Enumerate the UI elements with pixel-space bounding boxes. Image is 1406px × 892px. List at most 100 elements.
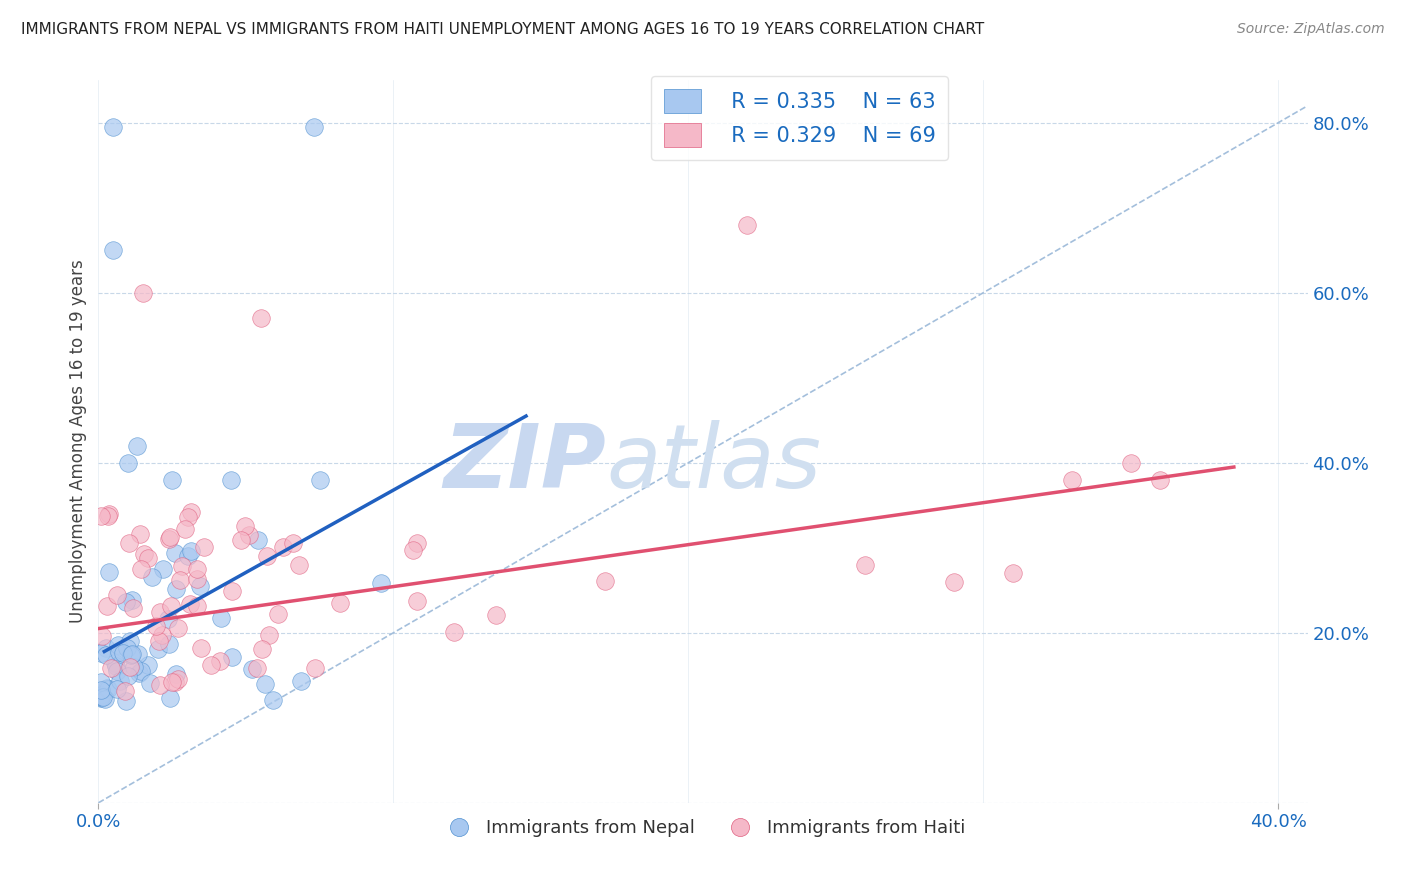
Point — [304, 661, 326, 675]
Point — [90, 691, 112, 706]
Point — [101, 244, 124, 258]
Point — [120, 659, 142, 673]
Point — [122, 601, 145, 615]
Point — [138, 551, 160, 566]
Point — [149, 678, 172, 692]
Point — [256, 549, 278, 563]
Point — [179, 597, 201, 611]
Point — [254, 677, 277, 691]
Point — [94, 692, 117, 706]
Point — [120, 634, 142, 648]
Point — [90, 690, 112, 704]
Text: atlas: atlas — [606, 420, 821, 507]
Point — [97, 507, 120, 521]
Point — [188, 579, 211, 593]
Point — [942, 574, 965, 589]
Point — [105, 664, 128, 678]
Point — [186, 599, 208, 614]
Point — [125, 439, 148, 453]
Point — [165, 546, 187, 560]
Point — [104, 656, 127, 670]
Point — [271, 540, 294, 554]
Point — [329, 596, 352, 610]
Point — [593, 574, 616, 589]
Point — [1060, 473, 1083, 487]
Point — [90, 688, 112, 702]
Point — [117, 669, 139, 683]
Point — [370, 576, 392, 591]
Point — [101, 120, 124, 134]
Point — [145, 618, 167, 632]
Point — [128, 666, 150, 681]
Point — [281, 536, 304, 550]
Point — [159, 530, 181, 544]
Point — [240, 662, 263, 676]
Point — [90, 646, 112, 660]
Point — [160, 674, 183, 689]
Point — [160, 599, 183, 613]
Point — [122, 660, 145, 674]
Point — [406, 594, 429, 608]
Point — [245, 660, 267, 674]
Point — [150, 627, 173, 641]
Point — [90, 509, 112, 524]
Point — [288, 558, 311, 572]
Point — [169, 573, 191, 587]
Point — [157, 611, 180, 625]
Point — [105, 681, 128, 696]
Point — [302, 120, 325, 134]
Point — [229, 533, 252, 548]
Point — [132, 547, 155, 561]
Point — [148, 633, 170, 648]
Point — [1149, 473, 1171, 487]
Point — [167, 621, 190, 635]
Point — [193, 541, 215, 555]
Point — [139, 676, 162, 690]
Point — [209, 654, 232, 668]
Point — [90, 682, 112, 697]
Point — [853, 558, 876, 572]
Point — [186, 572, 208, 586]
Point — [96, 599, 118, 613]
Text: Source: ZipAtlas.com: Source: ZipAtlas.com — [1237, 22, 1385, 37]
Point — [1001, 566, 1024, 581]
Point — [180, 505, 202, 519]
Point — [96, 641, 118, 656]
Point — [233, 519, 256, 533]
Point — [97, 565, 120, 579]
Point — [136, 657, 159, 672]
Point — [405, 536, 427, 550]
Text: ZIP: ZIP — [443, 420, 606, 507]
Point — [146, 642, 169, 657]
Point — [94, 648, 117, 662]
Point — [129, 526, 152, 541]
Point — [129, 562, 152, 576]
Point — [219, 473, 242, 487]
Point — [108, 644, 131, 658]
Point — [267, 607, 290, 621]
Point — [167, 673, 190, 687]
Point — [173, 522, 195, 536]
Point — [308, 473, 330, 487]
Point — [290, 674, 312, 689]
Point — [120, 648, 142, 662]
Y-axis label: Unemployment Among Ages 16 to 19 years: Unemployment Among Ages 16 to 19 years — [69, 260, 87, 624]
Point — [115, 594, 138, 608]
Point — [165, 667, 187, 681]
Point — [121, 592, 143, 607]
Point — [97, 508, 120, 523]
Point — [117, 456, 139, 470]
Point — [209, 611, 232, 625]
Point — [177, 509, 200, 524]
Point — [114, 684, 136, 698]
Point — [90, 674, 112, 689]
Point — [186, 562, 208, 576]
Point — [262, 693, 284, 707]
Point — [238, 528, 260, 542]
Point — [257, 627, 280, 641]
Point — [121, 647, 143, 661]
Point — [165, 582, 187, 596]
Point — [105, 588, 128, 602]
Point — [152, 562, 174, 576]
Point — [108, 673, 131, 688]
